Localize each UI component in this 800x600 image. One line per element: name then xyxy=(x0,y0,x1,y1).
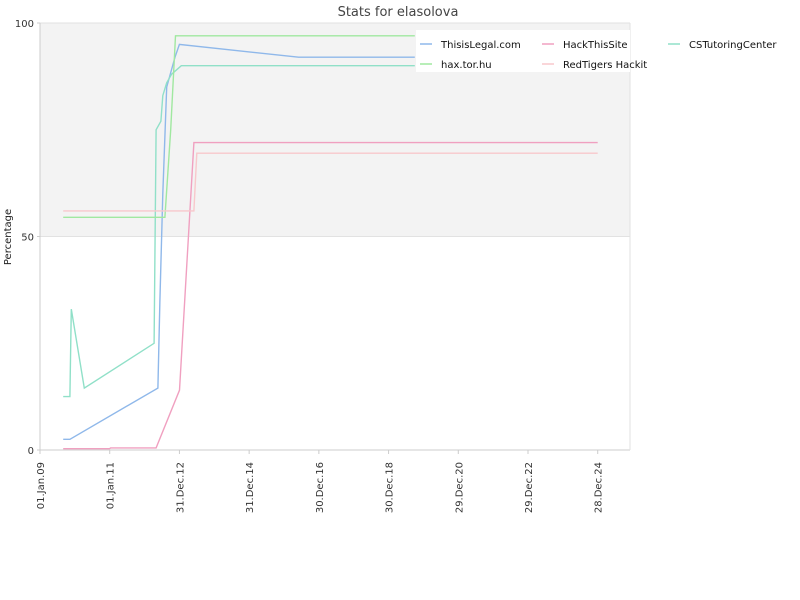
legend-entry: CSTutoringCenter xyxy=(689,40,777,51)
x-tick-label: 01.Jan.09 xyxy=(36,462,47,509)
y-axis-label: Percentage xyxy=(3,209,14,265)
x-tick-label: 31.Dec.12 xyxy=(175,462,186,513)
x-tick-label: 29.Dec.20 xyxy=(454,462,465,513)
y-tick-label: 50 xyxy=(21,233,34,244)
x-tick-label: 29.Dec.22 xyxy=(524,462,535,513)
series-layer xyxy=(63,35,598,450)
legend-entry: HackThisSite xyxy=(563,40,628,51)
x-tick-label: 30.Dec.16 xyxy=(315,462,326,513)
x-tick-label: 31.Dec.14 xyxy=(245,462,256,513)
x-tick-labels: 01.Jan.09 01.Jan.11 31.Dec.12 31.Dec.14 30.D… xyxy=(36,462,605,513)
series-line xyxy=(63,43,415,440)
y-tick-label: 100 xyxy=(15,19,34,30)
chart-title: Stats for elasolova xyxy=(338,5,459,20)
legend-box xyxy=(416,30,630,72)
legend: ThisisLegal.com HackThisSite CSTutoringCen… xyxy=(416,30,777,72)
series-line xyxy=(63,35,415,218)
x-tick-label: 28.Dec.24 xyxy=(594,462,605,513)
legend-entry: ThisisLegal.com xyxy=(440,40,521,51)
axes xyxy=(37,22,631,454)
series-line xyxy=(63,141,598,450)
legend-entry: RedTigers Hackit xyxy=(563,60,647,71)
legend-entry: hax.tor.hu xyxy=(441,60,492,71)
x-tick-label: 30.Dec.18 xyxy=(385,462,396,513)
y-tick-label: 0 xyxy=(28,446,34,457)
x-tick-label: 01.Jan.11 xyxy=(106,462,117,509)
series-line xyxy=(63,152,598,212)
y-tick-labels: 0 50 100 xyxy=(15,19,34,457)
